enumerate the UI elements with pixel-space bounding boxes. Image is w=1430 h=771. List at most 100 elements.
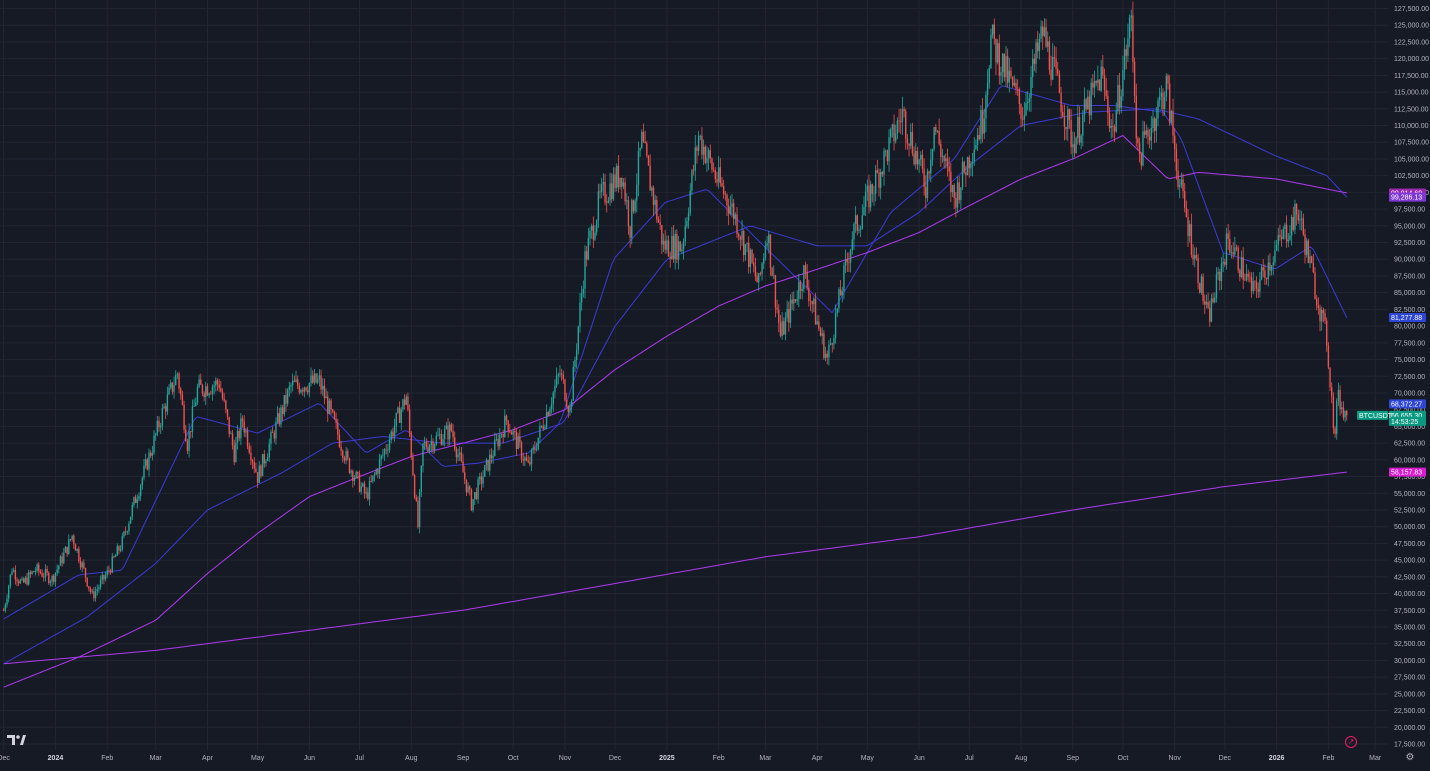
candle[interactable] [469, 484, 471, 496]
candle[interactable] [601, 177, 603, 199]
candle[interactable] [1037, 31, 1039, 59]
candle[interactable] [251, 458, 254, 470]
candle[interactable] [1279, 224, 1281, 241]
candle[interactable] [238, 428, 240, 442]
candle[interactable] [318, 369, 321, 387]
candle[interactable] [367, 487, 369, 501]
candle[interactable] [395, 412, 397, 433]
candle[interactable] [397, 406, 399, 414]
candle[interactable] [824, 346, 827, 362]
candle[interactable] [1080, 133, 1082, 150]
candle[interactable] [134, 494, 137, 504]
candle[interactable] [1290, 214, 1293, 246]
candle[interactable] [739, 235, 742, 251]
candle[interactable] [63, 547, 65, 565]
candle[interactable] [1028, 94, 1031, 112]
candle[interactable] [243, 415, 245, 437]
candle[interactable] [170, 379, 172, 390]
candle[interactable] [966, 156, 969, 176]
candle[interactable] [704, 144, 706, 165]
candle[interactable] [696, 145, 698, 164]
candle[interactable] [273, 430, 275, 443]
candle[interactable] [159, 422, 162, 434]
candle[interactable] [392, 427, 394, 440]
candle[interactable] [1207, 292, 1209, 310]
candle[interactable] [1310, 255, 1313, 264]
candle[interactable] [322, 378, 324, 396]
candle[interactable] [888, 129, 890, 172]
candle[interactable] [612, 167, 615, 201]
candle[interactable] [454, 431, 456, 452]
candle[interactable] [609, 172, 611, 206]
candle[interactable] [826, 350, 828, 365]
candle[interactable] [61, 552, 63, 567]
candle[interactable] [1015, 78, 1017, 95]
candle[interactable] [913, 146, 915, 166]
candle[interactable] [165, 403, 167, 420]
candle[interactable] [149, 450, 152, 459]
candle[interactable] [540, 425, 543, 429]
candle[interactable] [417, 496, 419, 529]
candle[interactable] [213, 380, 215, 395]
candle[interactable] [776, 299, 778, 314]
candle[interactable] [644, 130, 646, 144]
candle[interactable] [1320, 306, 1323, 331]
candle[interactable] [387, 443, 389, 458]
candle[interactable] [721, 177, 723, 188]
candle[interactable] [1292, 206, 1294, 232]
candle[interactable] [472, 499, 474, 513]
candle[interactable] [128, 520, 130, 535]
candle[interactable] [926, 168, 929, 202]
candle[interactable] [657, 216, 660, 224]
candle[interactable] [114, 553, 117, 558]
candle[interactable] [308, 382, 311, 398]
candle[interactable] [732, 198, 735, 226]
candle[interactable] [554, 379, 556, 399]
candle[interactable] [231, 429, 234, 450]
candle[interactable] [905, 108, 907, 150]
candle[interactable] [1224, 258, 1226, 267]
candle[interactable] [535, 442, 538, 452]
candle[interactable] [86, 577, 88, 588]
candle[interactable] [1230, 245, 1233, 259]
candle[interactable] [216, 378, 219, 391]
candle[interactable] [1035, 39, 1037, 73]
candle[interactable] [1177, 158, 1179, 190]
candle[interactable] [433, 443, 436, 454]
candle[interactable] [1103, 68, 1106, 102]
candle[interactable] [54, 572, 57, 587]
candle[interactable] [475, 487, 478, 501]
candle[interactable] [1050, 55, 1052, 86]
candle[interactable] [195, 397, 197, 407]
candle[interactable] [595, 219, 598, 236]
candle[interactable] [245, 427, 247, 438]
candle[interactable] [118, 545, 120, 555]
candle[interactable] [1068, 108, 1071, 129]
candle[interactable] [1346, 410, 1348, 421]
candle[interactable] [626, 193, 628, 210]
candle[interactable] [141, 476, 144, 490]
candle[interactable] [552, 390, 554, 413]
candle[interactable] [562, 370, 564, 384]
candle[interactable] [133, 496, 135, 508]
candle[interactable] [1252, 272, 1254, 295]
candle[interactable] [607, 196, 610, 204]
candle[interactable] [940, 139, 942, 167]
candle[interactable] [709, 144, 711, 164]
candle[interactable] [1043, 18, 1046, 38]
candle[interactable] [527, 455, 529, 464]
candle[interactable] [895, 124, 897, 144]
candle[interactable] [731, 194, 733, 218]
candle[interactable] [1180, 172, 1183, 189]
candle[interactable] [9, 574, 12, 589]
candle[interactable] [759, 271, 762, 276]
candle[interactable] [666, 235, 668, 254]
candle[interactable] [44, 564, 47, 582]
candle[interactable] [627, 196, 630, 235]
candle[interactable] [410, 430, 412, 460]
candle[interactable] [291, 373, 294, 392]
candle[interactable] [634, 198, 636, 214]
candle[interactable] [1067, 105, 1069, 141]
candle[interactable] [276, 406, 279, 424]
candle[interactable] [348, 457, 351, 475]
